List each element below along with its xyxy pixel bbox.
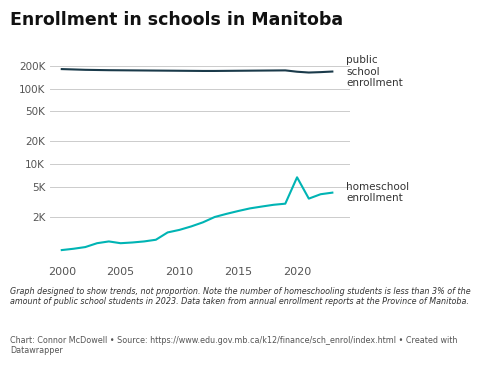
- Text: homeschool
enrollment: homeschool enrollment: [346, 182, 410, 203]
- Text: Enrollment in schools in Manitoba: Enrollment in schools in Manitoba: [10, 11, 343, 29]
- Text: Chart: Connor McDowell • Source: https://www.edu.gov.mb.ca/k12/finance/sch_enrol: Chart: Connor McDowell • Source: https:/…: [10, 336, 458, 355]
- Text: Graph designed to show trends, not proportion. Note the number of homeschooling : Graph designed to show trends, not propo…: [10, 287, 470, 306]
- Text: public
school
enrollment: public school enrollment: [346, 55, 403, 88]
